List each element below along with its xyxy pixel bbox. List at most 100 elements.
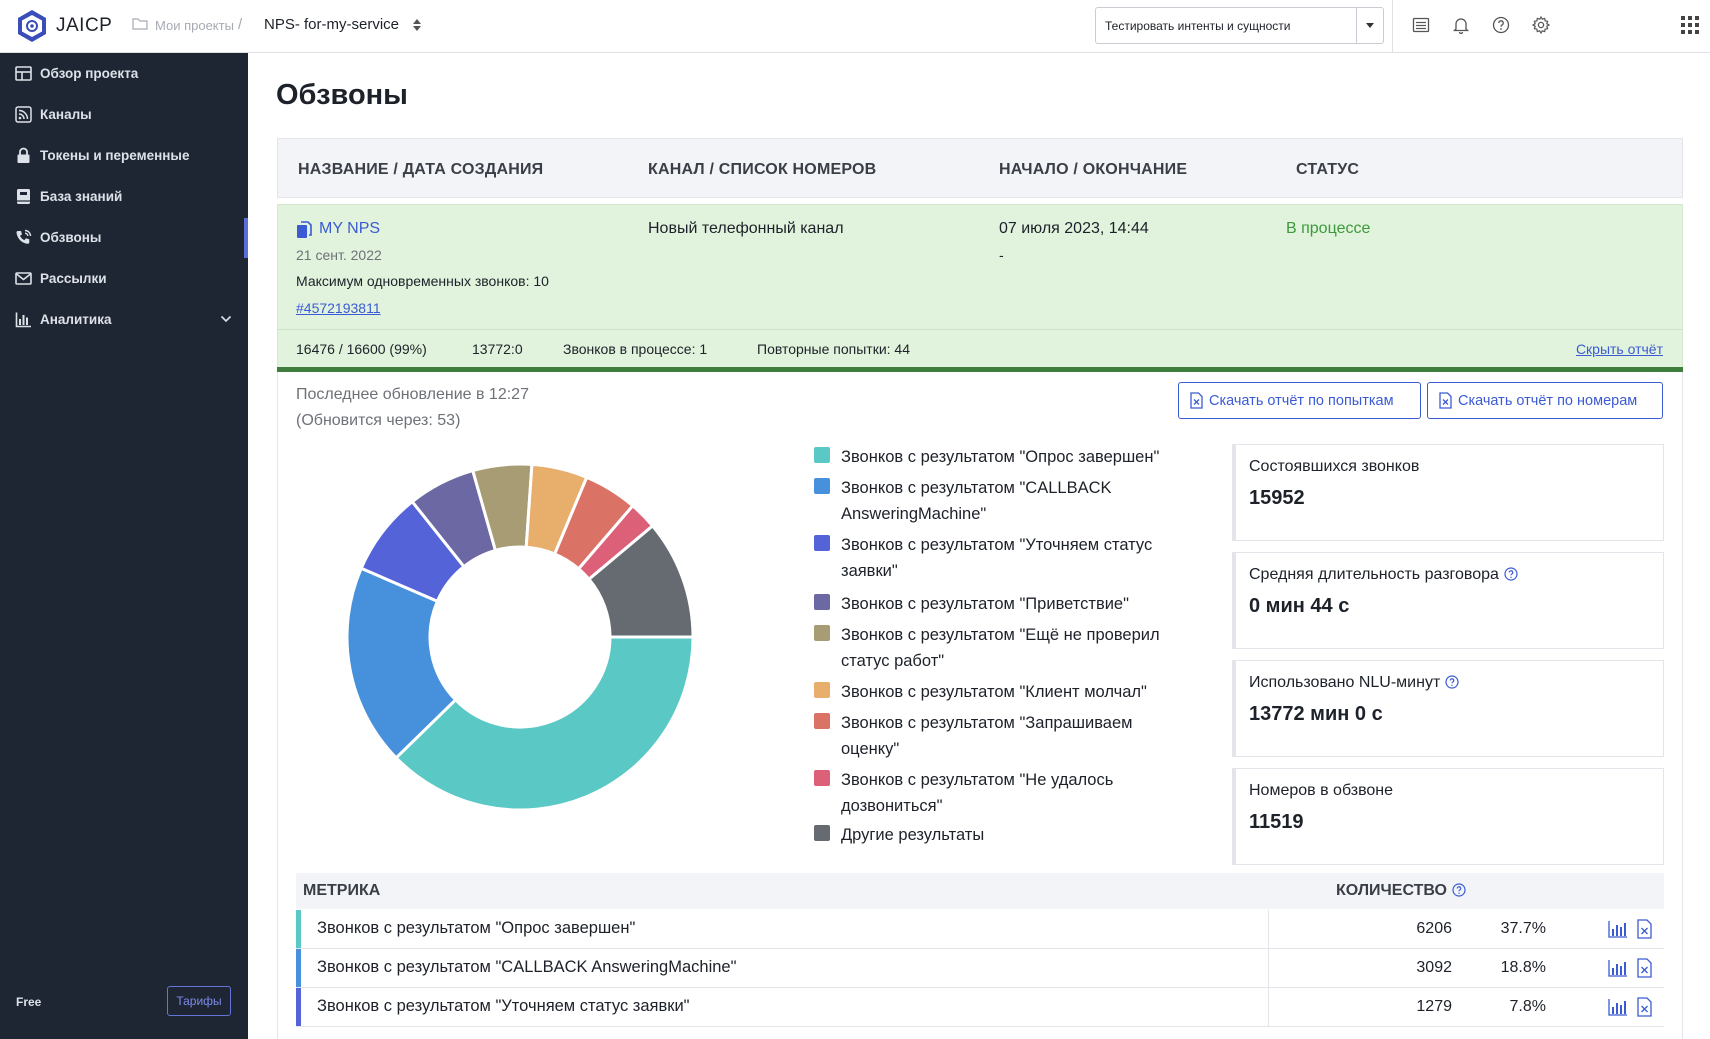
stat-progress: 16476 / 16600 (99%)	[296, 341, 427, 357]
campaigns-table-header: НАЗВАНИЕ / ДАТА СОЗДАНИЯ КАНАЛ / СПИСОК …	[277, 138, 1683, 198]
campaign-name-link[interactable]: MY NPS	[319, 220, 381, 237]
topbar-divider	[1392, 0, 1393, 53]
help-icon[interactable]	[1452, 883, 1466, 897]
sidebar-item-mailings[interactable]: Рассылки	[0, 259, 248, 299]
mail-icon	[15, 272, 32, 285]
sidebar-item-label: Обзвоны	[40, 230, 102, 245]
bar-chart-icon[interactable]	[1608, 998, 1628, 1016]
card-label: Средняя длительность разговора	[1249, 566, 1518, 584]
stat-in-progress: Звонков в процессе: 1	[563, 341, 708, 357]
legend-label: Звонков с результатом "Опрос завершен"	[841, 448, 1160, 466]
bar-chart-icon[interactable]	[1608, 920, 1628, 938]
legend-label: Звонков с результатом "Ещё не проверил с…	[841, 626, 1160, 670]
legend-swatch	[814, 625, 830, 641]
card-label-text: Средняя длительность разговора	[1249, 566, 1499, 583]
metric-percent: 18.8%	[1500, 959, 1546, 976]
plan-label: Free	[16, 995, 42, 1009]
copy-document-icon[interactable]	[296, 221, 312, 239]
download-attempts-button[interactable]: Скачать отчёт по попыткам	[1178, 382, 1421, 419]
donut-slice[interactable]	[345, 566, 458, 760]
sidebar-item-tokens[interactable]: Токены и переменные	[0, 136, 248, 176]
rss-icon	[15, 106, 32, 123]
test-intents-select[interactable]: Тестировать интенты и сущности	[1095, 7, 1384, 44]
row-color-bar	[296, 988, 301, 1026]
header-status: СТАТУС	[1296, 161, 1360, 178]
project-switch-icon[interactable]	[411, 17, 423, 33]
legend-label: Звонков с результатом "Запрашиваем оценк…	[841, 714, 1133, 758]
card-numbers-count: Номеров в обзвоне 11519	[1232, 768, 1664, 865]
sidebar-item-channels[interactable]: Каналы	[0, 95, 248, 135]
legend-label: Звонков с результатом "Приветствие"	[841, 595, 1129, 613]
jaicp-logo-icon[interactable]	[16, 9, 48, 43]
sidebar-item-label: Аналитика	[40, 312, 112, 327]
tariffs-button[interactable]: Тарифы	[167, 986, 231, 1016]
sidebar-item-knowledge-base[interactable]: База знаний	[0, 177, 248, 217]
sidebar-item-label: Токены и переменные	[40, 148, 190, 163]
donut-slice[interactable]	[586, 523, 695, 639]
chevron-down-icon[interactable]	[1356, 8, 1383, 43]
legend-label: Звонков с результатом "Уточняем статус з…	[841, 536, 1153, 580]
header-metric: МЕТРИКА	[303, 882, 381, 899]
hide-report-link[interactable]: Скрыть отчёт	[1575, 341, 1663, 357]
apps-grid-icon[interactable]	[1680, 15, 1700, 35]
sidebar-item-label: Каналы	[40, 107, 92, 122]
header-channel-list: КАНАЛ / СПИСОК НОМЕРОВ	[648, 161, 877, 178]
campaign-max-calls: Максимум одновременных звонков: 10	[296, 273, 549, 289]
download-numbers-button[interactable]: Скачать отчёт по номерам	[1427, 382, 1663, 419]
metric-name: Звонков с результатом "CALLBACK Answerin…	[317, 958, 737, 976]
list-icon[interactable]	[1411, 15, 1431, 35]
card-label: Использовано NLU-минут	[1249, 674, 1459, 692]
header-start-end: НАЧАЛО / ОКОНЧАНИЕ	[999, 161, 1188, 178]
sidebar-item-analytics[interactable]: Аналитика	[0, 300, 248, 340]
column-divider	[1268, 988, 1269, 1026]
legend-label: Звонков с результатом "Клиент молчал"	[841, 683, 1147, 701]
metric-name: Звонков с результатом "Опрос завершен"	[317, 919, 636, 937]
campaign-list-link[interactable]: #4572193811	[296, 300, 381, 316]
donut-slice[interactable]	[394, 635, 695, 812]
card-value: 11519	[1249, 811, 1304, 833]
stat-ratio: 13772:0	[472, 341, 523, 357]
breadcrumb-projects-link[interactable]: Мои проекты	[155, 18, 234, 33]
excel-file-icon[interactable]	[1637, 919, 1652, 939]
help-icon[interactable]	[1504, 567, 1518, 581]
header-count-text: КОЛИЧЕСТВО	[1336, 882, 1447, 899]
excel-file-icon[interactable]	[1637, 997, 1652, 1017]
lock-icon	[17, 147, 30, 163]
bar-chart-icon[interactable]	[1608, 959, 1628, 977]
card-label: Номеров в обзвоне	[1249, 782, 1394, 799]
report-panel	[277, 372, 1683, 1039]
excel-file-icon	[1439, 392, 1452, 409]
top-bar: JAICP Мои проекты / NPS- for-my-service …	[0, 0, 1710, 53]
metric-count: 3092	[1416, 959, 1452, 976]
metric-count: 6206	[1416, 920, 1452, 937]
excel-file-icon[interactable]	[1637, 958, 1652, 978]
legend-label: Звонков с результатом "CALLBACK Answerin…	[841, 479, 1112, 523]
sidebar-item-calls[interactable]: Обзвоны	[0, 218, 248, 258]
row-divider	[278, 329, 1682, 330]
bell-icon[interactable]	[1451, 15, 1471, 35]
legend-swatch	[814, 770, 830, 786]
metric-percent: 7.8%	[1509, 998, 1546, 1015]
help-icon[interactable]	[1491, 15, 1511, 35]
sidebar-item-overview[interactable]: Обзор проекта	[0, 54, 248, 94]
legend-swatch	[814, 478, 830, 494]
download-attempts-label: Скачать отчёт по попыткам	[1209, 393, 1394, 409]
campaign-start: 07 июля 2023, 14:44	[999, 220, 1149, 237]
phone-call-icon	[16, 229, 32, 244]
stat-retries: Повторные попытки: 44	[757, 341, 910, 357]
test-intents-label: Тестировать интенты и сущности	[1105, 19, 1291, 33]
table-row: Звонков с результатом "CALLBACK Answerin…	[296, 949, 1664, 988]
active-indicator	[244, 218, 248, 258]
card-avg-duration: Средняя длительность разговора 0 мин 44 …	[1232, 552, 1664, 649]
legend-swatch	[814, 682, 830, 698]
chevron-down-icon[interactable]	[220, 314, 232, 324]
card-value: 15952	[1249, 487, 1305, 509]
metrics-table-header: МЕТРИКА КОЛИЧЕСТВО	[296, 873, 1664, 909]
status-badge: В процессе	[1286, 220, 1371, 237]
help-icon[interactable]	[1445, 675, 1459, 689]
breadcrumb-current-project[interactable]: NPS- for-my-service	[264, 16, 400, 33]
column-divider	[1268, 910, 1269, 948]
header-count: КОЛИЧЕСТВО	[1336, 882, 1466, 900]
gear-icon[interactable]	[1531, 15, 1551, 35]
campaign-row: MY NPS 21 сент. 2022 Максимум одновремен…	[277, 204, 1683, 370]
